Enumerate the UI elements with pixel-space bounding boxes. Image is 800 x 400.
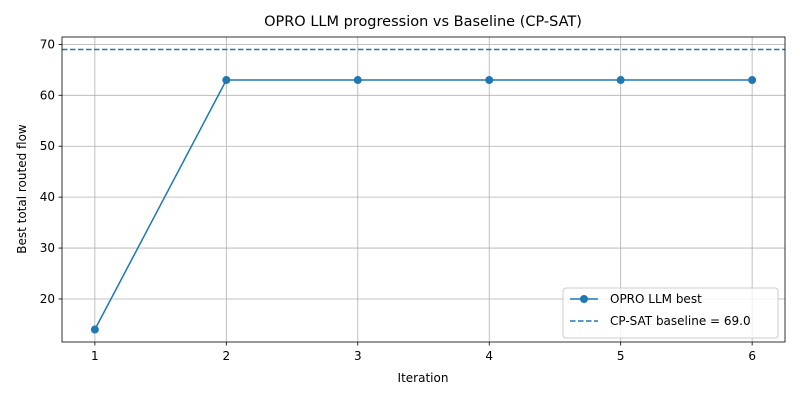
- x-tick-label: 2: [222, 349, 230, 363]
- grid-lines: [62, 37, 785, 342]
- x-tick-label: 6: [748, 349, 756, 363]
- y-tick-label: 60: [40, 88, 55, 102]
- x-tick-label: 1: [91, 349, 99, 363]
- x-tick-label: 5: [617, 349, 625, 363]
- x-axis-label: Iteration: [398, 371, 449, 385]
- legend: OPRO LLM best CP-SAT baseline = 69.0: [562, 287, 779, 339]
- data-point: [616, 76, 625, 85]
- x-axis-ticks: 1 2 3 4 5 6: [91, 342, 756, 363]
- data-point: [485, 76, 494, 85]
- series-layer: [90, 76, 757, 334]
- data-point: [90, 325, 99, 334]
- y-axis-ticks: 20 30 40 50 60 70: [40, 37, 62, 306]
- data-point: [222, 76, 231, 85]
- data-point: [353, 76, 362, 85]
- x-tick-label: 4: [485, 349, 493, 363]
- legend-series-label: OPRO LLM best: [610, 292, 702, 306]
- legend-baseline-label: CP-SAT baseline = 69.0: [610, 314, 751, 328]
- y-tick-label: 70: [40, 37, 55, 51]
- legend-box: [562, 287, 779, 339]
- y-tick-label: 40: [40, 190, 55, 204]
- y-tick-label: 30: [40, 241, 55, 255]
- data-point: [748, 76, 757, 85]
- y-tick-label: 50: [40, 139, 55, 153]
- x-tick-label: 3: [354, 349, 362, 363]
- chart-title: OPRO LLM progression vs Baseline (CP-SAT…: [264, 14, 582, 30]
- y-axis-label: Best total routed flow: [15, 124, 29, 254]
- legend-series-marker: [580, 295, 588, 303]
- series-line: [94, 79, 753, 330]
- plot-frame: [61, 36, 786, 343]
- y-tick-label: 20: [40, 292, 55, 306]
